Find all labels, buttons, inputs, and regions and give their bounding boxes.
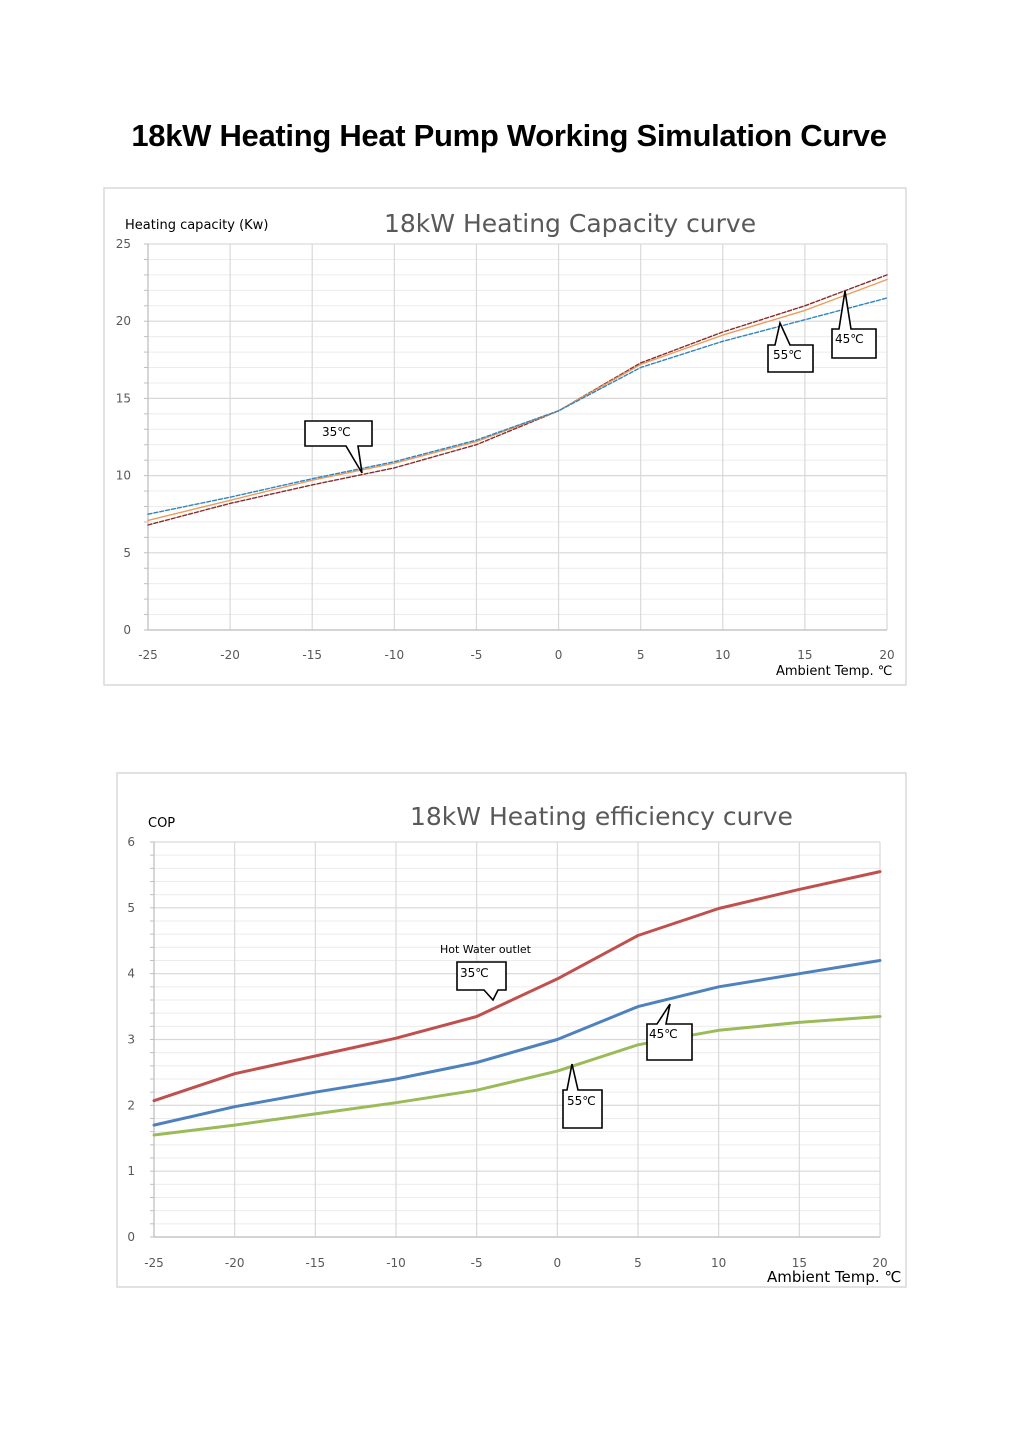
efficiency-chart-frame	[116, 772, 907, 1288]
x-tick-label: -20	[225, 1256, 245, 1270]
y-tick-label: 20	[116, 314, 131, 328]
y-tick-label: 1	[127, 1164, 135, 1178]
y-tick-label: 25	[116, 237, 131, 251]
x-tick-label: -5	[471, 1256, 483, 1270]
svg-text:55℃: 55℃	[567, 1094, 596, 1108]
x-tick-label: 5	[634, 1256, 642, 1270]
x-tick-label: -25	[138, 648, 158, 662]
capacity-chart-grid	[144, 243, 888, 631]
y-tick-label: 15	[116, 391, 131, 405]
page-title: 18kW Heating Heat Pump Working Simulatio…	[131, 118, 887, 153]
y-tick-label: 0	[123, 623, 131, 637]
callout-45c-capacity: 45℃	[831, 290, 877, 359]
y-tick-label: 10	[116, 469, 131, 483]
x-tick-label: 15	[797, 648, 812, 662]
series-line-45c	[152, 959, 882, 1127]
x-tick-label: -25	[144, 1256, 164, 1270]
y-tick-label: 5	[127, 901, 135, 915]
capacity-chart-title: 18kW Heating Capacity curve	[384, 209, 756, 238]
svg-text:45℃: 45℃	[649, 1027, 678, 1041]
y-tick-label: 2	[127, 1098, 135, 1112]
svg-text:55℃: 55℃	[773, 348, 802, 362]
callout-55c-efficiency: 55℃	[562, 1063, 603, 1129]
callout-35c-efficiency: 35℃	[456, 961, 507, 1002]
callout-45c-efficiency: 45℃	[646, 1003, 693, 1061]
efficiency-chart-ticks: -25 -20 -15 -10 -5 0 5 10 15 20 0 1 2 3 4 5 6	[127, 835, 887, 1270]
efficiency-x-axis-label: Ambient Temp. ℃	[767, 1268, 901, 1286]
x-tick-label: -15	[302, 648, 322, 662]
efficiency-chart-title: 18kW Heating efficiency curve	[410, 802, 793, 831]
y-tick-label: 0	[127, 1230, 135, 1244]
x-tick-label: 5	[637, 648, 645, 662]
callout-55c-capacity: 55℃	[767, 320, 814, 373]
svg-text:35℃: 35℃	[322, 425, 351, 439]
x-tick-label: 10	[711, 1256, 726, 1270]
hot-water-outlet-note: Hot Water outlet	[440, 943, 532, 956]
x-tick-label: 20	[872, 1256, 887, 1270]
y-tick-label: 3	[127, 1033, 135, 1047]
efficiency-y-axis-label: COP	[148, 816, 175, 831]
x-tick-label: 0	[555, 648, 563, 662]
x-tick-label: -10	[385, 648, 405, 662]
capacity-chart-frame	[103, 187, 907, 686]
x-tick-label: 0	[554, 1256, 562, 1270]
y-tick-label: 5	[123, 546, 131, 560]
svg-text:45℃: 45℃	[835, 332, 864, 346]
capacity-x-axis-label: Ambient Temp. ℃	[776, 664, 892, 679]
series-line-35c	[152, 870, 882, 1103]
x-tick-label: -15	[306, 1256, 326, 1270]
y-tick-label: 6	[127, 835, 135, 849]
svg-text:35℃: 35℃	[460, 966, 489, 980]
series-line-55c	[147, 297, 888, 515]
efficiency-chart-series	[152, 870, 882, 1137]
y-tick-label: 4	[127, 967, 135, 981]
capacity-chart-series	[147, 274, 888, 526]
x-tick-label: -20	[220, 648, 240, 662]
callout-35c-capacity: 35℃	[304, 420, 373, 474]
x-tick-label: -5	[470, 648, 482, 662]
series-line-55c	[152, 1015, 882, 1137]
series-line-35c	[147, 274, 888, 526]
x-tick-label: 15	[792, 1256, 807, 1270]
series-line-45c	[147, 278, 888, 522]
capacity-chart-ticks: -25 -20 -15 -10 -5 0 5 10 15 20 0 5 10 15 20 25	[116, 237, 895, 662]
x-tick-label: -10	[386, 1256, 406, 1270]
x-tick-label: 10	[715, 648, 730, 662]
x-tick-label: 20	[879, 648, 894, 662]
capacity-y-axis-label: Heating capacity (Kw)	[125, 218, 268, 233]
